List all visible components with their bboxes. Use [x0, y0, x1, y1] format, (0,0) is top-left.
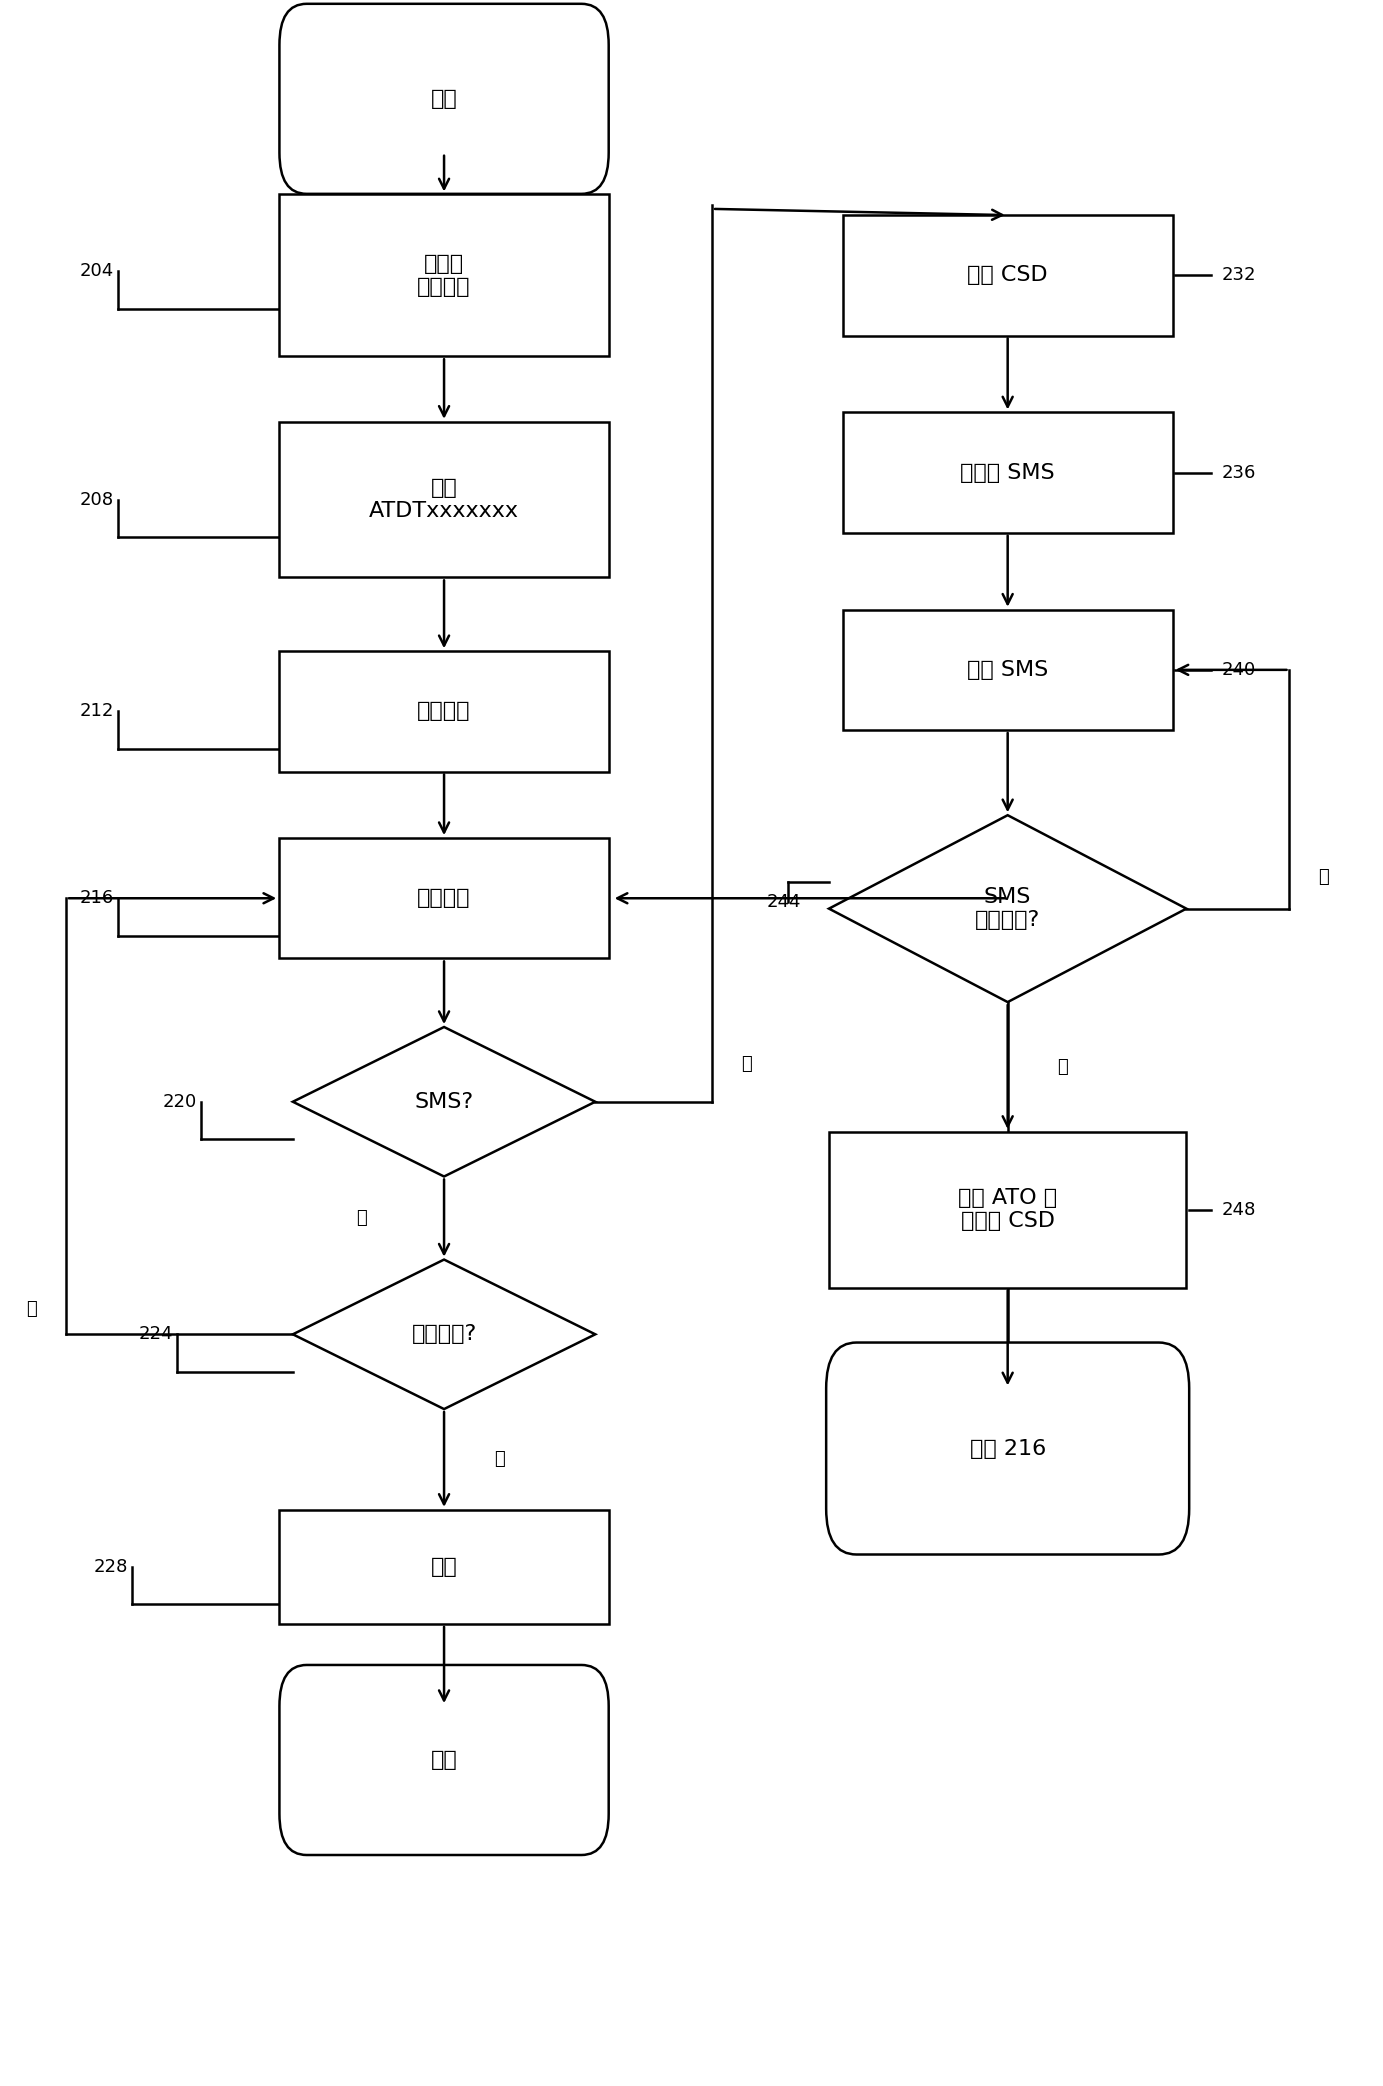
Text: 发送 ATO 以
转换到 CSD: 发送 ATO 以 转换到 CSD — [958, 1189, 1057, 1231]
Text: 暂停: 暂停 — [430, 1556, 458, 1577]
Text: 接收连接: 接收连接 — [418, 701, 470, 722]
Bar — [828, 1133, 1187, 1287]
Bar — [842, 215, 1173, 336]
Text: 212: 212 — [80, 703, 115, 720]
Polygon shape — [293, 1260, 595, 1408]
Text: 开始: 开始 — [430, 90, 458, 108]
Text: 是: 是 — [1057, 1058, 1068, 1076]
FancyBboxPatch shape — [279, 4, 609, 194]
Text: SMS
是否完成?: SMS 是否完成? — [975, 887, 1040, 930]
Text: 240: 240 — [1223, 661, 1256, 678]
Text: 结束: 结束 — [430, 1750, 458, 1771]
Text: 初始化 SMS: 初始化 SMS — [960, 463, 1055, 482]
Text: 是: 是 — [494, 1450, 505, 1469]
Text: 228: 228 — [94, 1558, 127, 1575]
Text: 224: 224 — [138, 1325, 173, 1343]
Text: 204: 204 — [80, 263, 113, 280]
Text: 248: 248 — [1223, 1202, 1257, 1218]
Bar — [279, 194, 609, 357]
Bar — [279, 651, 609, 772]
Text: 232: 232 — [1223, 267, 1257, 284]
Text: 否: 否 — [26, 1300, 37, 1318]
Bar — [279, 839, 609, 957]
Bar — [842, 609, 1173, 730]
Text: 216: 216 — [80, 889, 113, 907]
Polygon shape — [828, 816, 1187, 1001]
Text: 是: 是 — [741, 1056, 752, 1074]
Text: 208: 208 — [80, 490, 113, 509]
Text: 接收
ATDTxxxxxxx: 接收 ATDTxxxxxxx — [369, 478, 519, 522]
Text: 发送 SMS: 发送 SMS — [967, 659, 1048, 680]
Text: 236: 236 — [1223, 463, 1257, 482]
Bar — [279, 1510, 609, 1625]
Text: 初始化
串行端口: 初始化 串行端口 — [418, 254, 470, 296]
Text: SMS?: SMS? — [415, 1091, 473, 1112]
Text: 转到 216: 转到 216 — [969, 1439, 1046, 1458]
Text: 220: 220 — [162, 1093, 196, 1110]
Text: 中断 CSD: 中断 CSD — [967, 265, 1048, 286]
Text: 否: 否 — [1318, 868, 1329, 887]
Text: 否: 否 — [357, 1210, 366, 1227]
Text: 244: 244 — [768, 893, 802, 912]
FancyBboxPatch shape — [826, 1343, 1189, 1554]
Text: 数据传递: 数据传递 — [418, 889, 470, 907]
Bar — [842, 413, 1173, 532]
Text: 结束呼叫?: 结束呼叫? — [411, 1325, 477, 1343]
Polygon shape — [293, 1026, 595, 1177]
Bar — [279, 421, 609, 578]
FancyBboxPatch shape — [279, 1665, 609, 1854]
